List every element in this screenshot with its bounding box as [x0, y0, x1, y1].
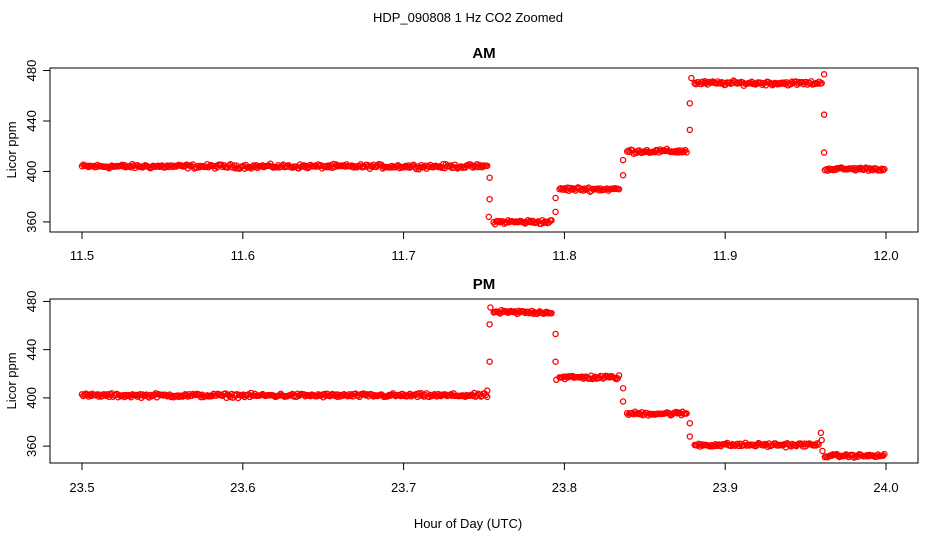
- x-tick-label: 11.9: [713, 248, 737, 263]
- data-point: [552, 330, 559, 338]
- data-point: [619, 398, 627, 405]
- y-axis-label: Licor ppm: [4, 121, 19, 178]
- y-tick-label: 440: [24, 339, 39, 361]
- x-tick-label: 24.0: [873, 480, 898, 495]
- x-tick-label: 23.6: [230, 480, 255, 495]
- x-tick-label: 23.9: [713, 480, 738, 495]
- data-point: [820, 71, 828, 78]
- data-point: [820, 111, 828, 118]
- data-point: [707, 443, 714, 450]
- data-point: [552, 194, 559, 202]
- data-point: [672, 408, 680, 416]
- panel-title: PM: [473, 276, 496, 293]
- data-points: [78, 71, 888, 228]
- data-point: [487, 304, 494, 311]
- x-tick-label: 11.8: [552, 248, 576, 263]
- data-point: [581, 185, 588, 192]
- y-tick-label: 360: [24, 435, 39, 457]
- data-point: [483, 387, 491, 394]
- data-point: [553, 376, 560, 384]
- data-point: [483, 393, 491, 401]
- data-point: [615, 185, 623, 193]
- data-point: [486, 358, 493, 365]
- data-point: [619, 171, 627, 179]
- data-point: [819, 447, 826, 455]
- data-point: [881, 165, 888, 173]
- data-point: [686, 100, 694, 107]
- panel-am: AM Licor ppm 11.5 11.6 11.7 11.8 11.9 12.0 360 40…: [4, 45, 919, 263]
- data-point: [486, 174, 493, 181]
- data-point: [686, 419, 694, 427]
- y-tick-label: 400: [24, 161, 39, 183]
- x-tick-label: 11.7: [391, 248, 415, 263]
- y-tick-label: 400: [24, 387, 39, 409]
- data-point: [688, 74, 695, 82]
- x-tick-label: 11.6: [231, 248, 255, 263]
- data-point: [485, 213, 493, 221]
- data-point: [374, 162, 381, 169]
- data-point: [821, 166, 829, 174]
- y-tick-label: 480: [24, 60, 39, 82]
- data-point: [486, 321, 493, 328]
- x-tick-label: 11.5: [70, 248, 94, 263]
- data-point: [552, 358, 559, 365]
- data-point: [881, 450, 888, 458]
- data-point: [619, 384, 627, 392]
- data-point: [548, 309, 555, 317]
- data-point: [619, 156, 627, 164]
- data-point: [483, 162, 491, 170]
- y-axis-label: Licor ppm: [4, 352, 19, 409]
- data-point: [815, 441, 822, 448]
- data-point: [879, 452, 887, 459]
- x-tick-label: 23.8: [552, 480, 577, 495]
- data-point: [686, 433, 694, 440]
- data-point: [817, 429, 825, 437]
- x-axis-label: Hour of Day (UTC): [414, 516, 522, 531]
- data-point: [699, 78, 706, 85]
- panel-pm: PM Licor ppm 23.5 23.6 23.7 23.8 23.9 24.0 360 40…: [4, 276, 919, 495]
- data-point: [818, 436, 825, 444]
- x-tick-label: 23.7: [391, 480, 416, 495]
- plot-frame: [49, 67, 919, 233]
- y-tick-label: 440: [24, 110, 39, 132]
- data-point: [552, 208, 559, 216]
- data-point: [788, 78, 796, 85]
- y-tick-label: 480: [24, 291, 39, 313]
- data-point: [486, 195, 493, 203]
- panel-title: AM: [472, 45, 495, 62]
- data-point: [683, 149, 690, 156]
- data-point: [818, 79, 825, 87]
- x-tick-label: 23.5: [69, 480, 94, 495]
- data-point: [615, 372, 623, 379]
- plot-frame: [49, 298, 919, 464]
- figure-title: HDP_090808 1 Hz CO2 Zoomed: [373, 10, 563, 25]
- data-point: [683, 410, 690, 417]
- data-point: [686, 126, 694, 134]
- data-points: [78, 304, 888, 461]
- y-tick-label: 360: [24, 211, 39, 233]
- x-tick-label: 12.0: [873, 248, 898, 263]
- data-point: [820, 149, 828, 156]
- data-point: [878, 165, 886, 173]
- data-point: [813, 440, 821, 447]
- data-point: [548, 217, 555, 224]
